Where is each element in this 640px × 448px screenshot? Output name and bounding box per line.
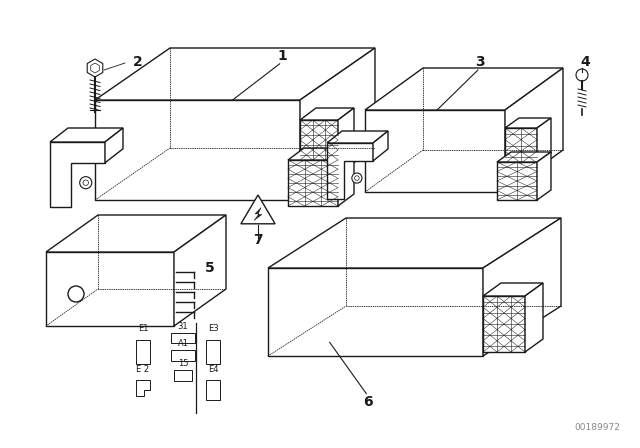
Text: E4: E4	[208, 365, 218, 374]
Bar	[206, 340, 220, 364]
Text: 1: 1	[277, 49, 287, 63]
Polygon shape	[537, 118, 551, 163]
Polygon shape	[50, 142, 105, 207]
Text: 3: 3	[475, 55, 485, 69]
Polygon shape	[268, 268, 483, 356]
Polygon shape	[525, 283, 543, 352]
Text: 00189972: 00189972	[574, 423, 620, 432]
Polygon shape	[483, 218, 561, 356]
Polygon shape	[505, 128, 537, 163]
Polygon shape	[288, 148, 354, 160]
Polygon shape	[46, 215, 226, 252]
Circle shape	[80, 177, 92, 189]
Text: 7: 7	[253, 233, 263, 247]
Polygon shape	[91, 63, 99, 73]
Polygon shape	[483, 296, 525, 352]
Polygon shape	[87, 59, 103, 77]
Text: 2: 2	[133, 55, 143, 69]
Polygon shape	[288, 160, 338, 206]
Polygon shape	[254, 207, 262, 220]
Polygon shape	[95, 48, 375, 100]
Circle shape	[68, 286, 84, 302]
Polygon shape	[497, 152, 551, 162]
Bar	[171, 333, 195, 343]
Text: E1: E1	[138, 324, 148, 333]
Text: 15: 15	[178, 359, 188, 368]
Text: 31: 31	[178, 322, 188, 331]
Polygon shape	[365, 68, 563, 110]
Text: E 2: E 2	[136, 365, 150, 374]
Text: 4: 4	[580, 55, 590, 69]
Polygon shape	[537, 152, 551, 200]
Circle shape	[355, 176, 359, 181]
Polygon shape	[338, 108, 354, 160]
Polygon shape	[505, 68, 563, 192]
Bar	[136, 340, 150, 364]
Polygon shape	[300, 108, 354, 120]
Polygon shape	[174, 215, 226, 326]
Polygon shape	[136, 380, 150, 396]
Circle shape	[352, 173, 362, 183]
Polygon shape	[497, 162, 537, 200]
Polygon shape	[241, 195, 275, 224]
Bar	[174, 370, 192, 381]
Polygon shape	[505, 118, 551, 128]
Polygon shape	[300, 48, 375, 200]
Polygon shape	[300, 120, 338, 160]
Polygon shape	[327, 143, 373, 199]
Polygon shape	[268, 218, 561, 268]
Circle shape	[83, 180, 88, 185]
Text: E3: E3	[208, 324, 218, 333]
Text: A1: A1	[177, 339, 189, 348]
Polygon shape	[338, 148, 354, 206]
Polygon shape	[105, 128, 123, 163]
Text: 6: 6	[363, 395, 373, 409]
Polygon shape	[46, 252, 174, 326]
Circle shape	[576, 69, 588, 81]
Bar	[206, 380, 220, 400]
Polygon shape	[483, 283, 543, 296]
Polygon shape	[327, 131, 388, 143]
Text: 5: 5	[205, 261, 215, 275]
Polygon shape	[373, 131, 388, 161]
Bar	[171, 350, 195, 361]
Polygon shape	[365, 110, 505, 192]
Polygon shape	[50, 128, 123, 142]
Polygon shape	[95, 100, 300, 200]
